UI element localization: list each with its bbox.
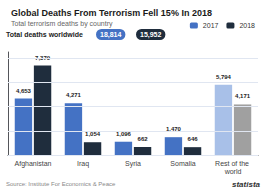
svg-text:662: 662 xyxy=(138,136,149,142)
svg-text:world: world xyxy=(224,168,242,175)
svg-text:4,271: 4,271 xyxy=(66,92,82,98)
svg-text:Total terrorism deaths by coun: Total terrorism deaths by country xyxy=(11,20,113,28)
svg-text:18,814: 18,814 xyxy=(100,31,122,39)
svg-text:Source: Institute For Economic: Source: Institute For Economics & Peace xyxy=(6,181,116,187)
svg-text:4,653: 4,653 xyxy=(16,88,32,94)
svg-text:5,794: 5,794 xyxy=(216,74,232,80)
svg-text:2017: 2017 xyxy=(203,22,219,29)
svg-text:646: 646 xyxy=(188,136,199,142)
svg-text:Syria: Syria xyxy=(125,160,141,168)
svg-text:4,171: 4,171 xyxy=(235,93,251,99)
svg-text:Afghanistan: Afghanistan xyxy=(15,160,52,168)
svg-text:7,379: 7,379 xyxy=(35,55,51,61)
svg-text:1,054: 1,054 xyxy=(85,131,101,137)
svg-text:Somalia: Somalia xyxy=(170,160,195,167)
svg-text:Iraq: Iraq xyxy=(77,160,89,168)
svg-text:statista: statista xyxy=(232,180,261,189)
svg-text:1,096: 1,096 xyxy=(115,130,131,137)
svg-text:Total deaths worldwide: Total deaths worldwide xyxy=(6,31,83,38)
svg-text:1,470: 1,470 xyxy=(165,126,181,133)
svg-text:15,952: 15,952 xyxy=(140,31,162,39)
svg-text:Rest of the: Rest of the xyxy=(215,160,251,167)
svg-text:Global Deaths From Terrorism F: Global Deaths From Terrorism Fell 15% In… xyxy=(11,8,212,18)
svg-text:2018: 2018 xyxy=(239,22,255,29)
